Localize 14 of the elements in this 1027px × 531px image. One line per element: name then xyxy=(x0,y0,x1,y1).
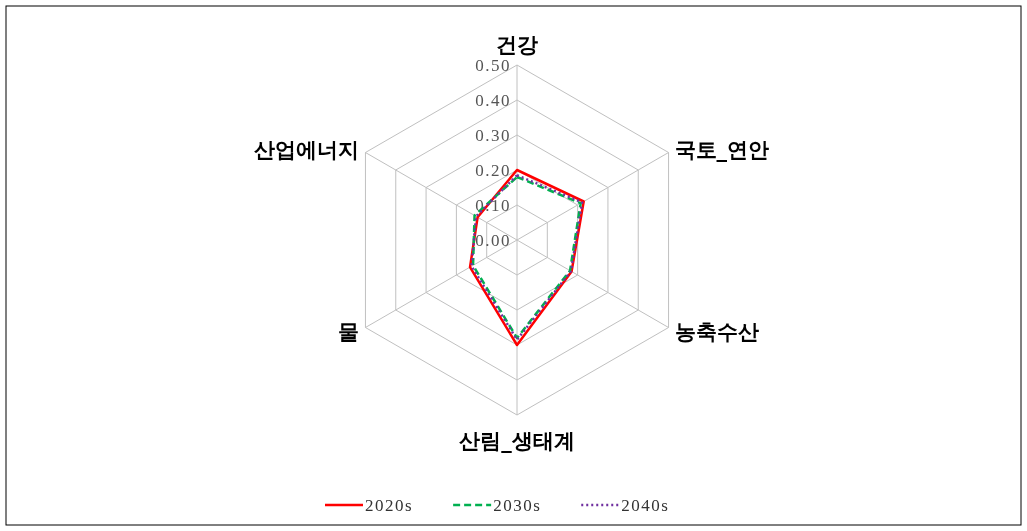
y-tick-label: 0.30 xyxy=(475,126,511,145)
legend-label: 2040s xyxy=(621,496,670,515)
spoke-label: 산림_생태계 xyxy=(459,429,575,453)
y-tick-label: 0.50 xyxy=(475,56,511,75)
y-tick-label: 0.20 xyxy=(475,161,511,180)
spoke-label: 건강 xyxy=(496,33,538,57)
legend-label: 2030s xyxy=(493,496,542,515)
y-tick-label: 0.40 xyxy=(475,91,511,110)
spoke-label: 산업에너지 xyxy=(254,138,360,162)
spoke-label: 농축수산 xyxy=(674,320,759,344)
legend-label: 2020s xyxy=(365,496,414,515)
y-tick-label: 0.00 xyxy=(475,231,511,250)
spoke-label: 국토_연안 xyxy=(674,138,770,162)
spoke-label: 물 xyxy=(338,320,360,344)
